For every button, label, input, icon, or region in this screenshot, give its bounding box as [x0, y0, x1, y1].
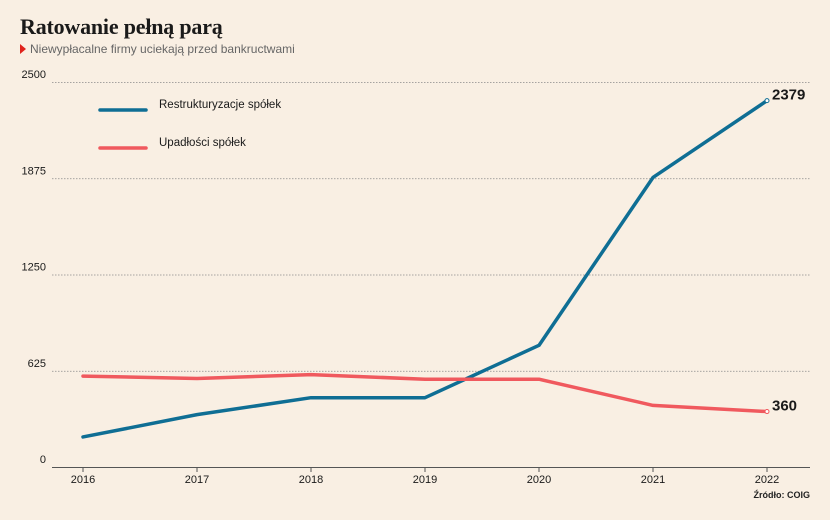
x-tick-label: 2020 [527, 474, 551, 486]
x-tick-label: 2022 [755, 474, 779, 486]
legend-label: Upadłości spółek [159, 137, 246, 149]
x-tick-label: 2018 [299, 474, 323, 486]
x-tick-label: 2019 [413, 474, 437, 486]
y-tick-label: 1875 [22, 165, 46, 177]
data-point [764, 98, 770, 104]
chart-subtitle-text: Niewypłacalne firmy uciekają przed bankr… [30, 42, 295, 56]
y-tick-label: 1250 [22, 262, 46, 274]
source-note: Źródło: COIG [753, 490, 811, 500]
y-tick-label: 0 [40, 454, 46, 466]
y-tick-label: 625 [28, 358, 46, 370]
chart-title: Ratowanie pełną parą [20, 14, 223, 39]
x-tick-label: 2021 [641, 474, 665, 486]
end-value-label: 2379 [772, 87, 805, 104]
x-tick-label: 2016 [71, 474, 95, 486]
legend-label: Restrukturyzacje spółek [159, 99, 281, 111]
series-line-1 [81, 372, 769, 414]
chart-subtitle: Niewypłacalne firmy uciekają przed bankr… [20, 42, 295, 56]
triangle-arrow-icon [20, 44, 26, 54]
series-line-0 [81, 98, 769, 439]
data-point [764, 409, 770, 415]
y-tick-label: 2500 [22, 69, 46, 81]
end-value-label: 360 [772, 398, 797, 415]
x-tick-label: 2017 [185, 474, 209, 486]
